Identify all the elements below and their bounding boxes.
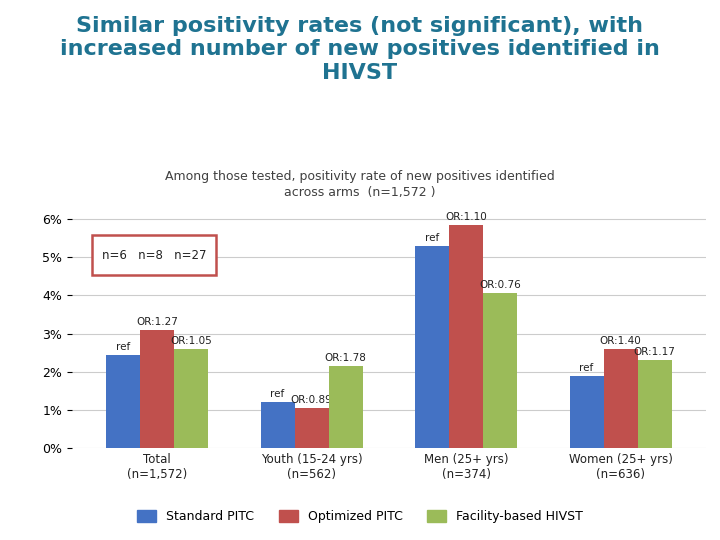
- Bar: [449, 225, 483, 448]
- Text: Among those tested, positivity rate of new positives identified: Among those tested, positivity rate of n…: [165, 170, 555, 183]
- Bar: [140, 330, 174, 448]
- Text: Similar positivity rates (not significant), with
increased number of new positiv: Similar positivity rates (not significan…: [60, 16, 660, 83]
- Bar: [415, 246, 449, 448]
- Bar: [570, 376, 603, 448]
- Text: OR:1.05: OR:1.05: [170, 336, 212, 346]
- Text: OR:1.27: OR:1.27: [136, 316, 178, 327]
- Bar: [603, 349, 638, 448]
- Text: ref: ref: [580, 362, 594, 373]
- Bar: [328, 366, 363, 448]
- Bar: [483, 293, 517, 448]
- Bar: [174, 349, 208, 448]
- Bar: [638, 360, 672, 448]
- Text: OR:0.76: OR:0.76: [480, 280, 521, 291]
- Bar: [261, 402, 294, 448]
- Text: OR:1.17: OR:1.17: [634, 347, 675, 357]
- Bar: [294, 408, 328, 448]
- Text: OR:1.10: OR:1.10: [445, 212, 487, 221]
- Text: ref: ref: [116, 341, 130, 352]
- Text: across arms  (n=1,572 ): across arms (n=1,572 ): [284, 186, 436, 199]
- Text: n=6   n=8   n=27: n=6 n=8 n=27: [102, 249, 206, 262]
- Bar: [106, 355, 140, 448]
- Text: OR:1.40: OR:1.40: [600, 336, 642, 346]
- Text: OR:0.89: OR:0.89: [291, 395, 333, 405]
- Text: ref: ref: [425, 233, 439, 242]
- Text: OR:1.78: OR:1.78: [325, 353, 366, 363]
- Text: ref: ref: [271, 389, 284, 399]
- Legend: Standard PITC, Optimized PITC, Facility-based HIVST: Standard PITC, Optimized PITC, Facility-…: [132, 505, 588, 528]
- FancyBboxPatch shape: [92, 235, 216, 275]
